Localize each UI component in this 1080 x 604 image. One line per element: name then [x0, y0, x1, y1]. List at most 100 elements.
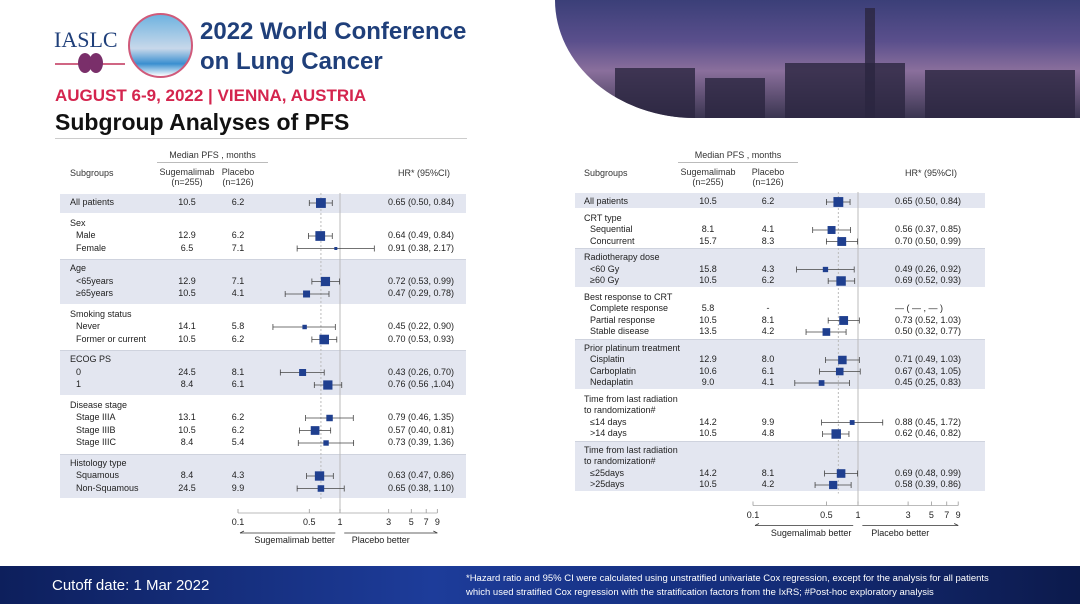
hr-point: [302, 324, 307, 330]
subgroup-title: Radiotherapy dose: [584, 252, 660, 262]
hazard-ratio: 0.58 (0.39, 0.86): [895, 479, 962, 489]
subgroup-band: [575, 441, 985, 491]
hr-point: [835, 367, 844, 376]
subgroup-label: All patients: [584, 196, 629, 206]
hr-point: [323, 440, 329, 446]
subgroup-band: [575, 249, 985, 287]
hr-point: [818, 380, 825, 386]
placebo-median: 4.3: [761, 263, 775, 274]
subgroup-title: Histology type: [70, 457, 127, 468]
hr-header: HR* (95%CI): [398, 168, 451, 178]
placebo-median: 4.1: [231, 288, 245, 298]
hr-point: [315, 198, 326, 208]
hr-point: [822, 328, 831, 336]
subgroup-title: Time from last radiation: [584, 393, 678, 404]
right-arrowhead: [954, 523, 959, 526]
hazard-ratio: — ( — , — ): [895, 303, 943, 313]
arm1-n: (n=255): [692, 177, 724, 187]
sugemalimab-median: 15.8: [699, 263, 717, 274]
conference-seal-logo: [128, 13, 193, 78]
subgroup-title: Prior platinum treatment: [584, 342, 681, 353]
hazard-ratio: 0.70 (0.50, 0.99): [895, 235, 962, 246]
x-tick-label: 0.5: [303, 517, 316, 527]
placebo-median: 8.0: [761, 354, 775, 364]
subgroup-divider: [60, 453, 466, 455]
sugemalimab-median: 10.5: [699, 196, 717, 206]
subgroup-label: Complete response: [590, 303, 669, 313]
hazard-ratio: 0.45 (0.22, 0.90): [388, 321, 455, 331]
sugemalimab-median: 8.4: [180, 470, 194, 480]
vienna-skyline-photo: [555, 0, 1080, 118]
lung-logo-icon: [55, 53, 125, 73]
sugemalimab-median: 10.5: [178, 288, 196, 298]
arm1-header: Sugemalimab: [680, 167, 736, 177]
subgroup-label: Non-Squamous: [76, 482, 139, 493]
subgroup-label: ≤25days: [590, 467, 624, 478]
iaslc-logo: IASLC: [54, 27, 118, 52]
subgroup-label: 1: [76, 379, 82, 389]
hazard-ratio: 0.64 (0.49, 0.84): [388, 230, 455, 240]
hazard-ratio: 0.69 (0.48, 0.99): [895, 467, 962, 478]
placebo-median: 8.1: [761, 314, 775, 325]
hazard-ratio: 0.72 (0.53, 0.99): [388, 275, 455, 286]
subgroup-band: [575, 193, 985, 208]
sugemalimab-median: 15.7: [699, 235, 717, 246]
placebo-median: 8.3: [761, 235, 775, 246]
subgroup-label: Nedaplatin: [590, 377, 634, 387]
conference-dates: AUGUST 6-9, 2022 | VIENNA, AUSTRIA: [55, 86, 367, 105]
sugemalimab-median: 8.4: [180, 379, 194, 389]
hazard-ratio: 0.45 (0.25, 0.83): [895, 377, 962, 387]
subgroup-label: Sequential: [590, 224, 633, 234]
hazard-ratio: 0.65 (0.50, 0.84): [388, 197, 455, 207]
placebo-median: 9.9: [231, 482, 245, 493]
hazard-ratio: 0.50 (0.32, 0.77): [895, 326, 962, 336]
hazard-ratio: 0.71 (0.49, 1.03): [895, 354, 962, 364]
subgroup-title: to randomization#: [584, 405, 656, 415]
subgroup-title: CRT type: [584, 212, 622, 223]
hazard-ratio: 0.91 (0.38, 2.17): [388, 242, 455, 253]
sugemalimab-median: 24.5: [178, 482, 196, 493]
median-pfs-header: Median PFS , months: [694, 150, 782, 160]
left-arrowhead: [239, 530, 245, 534]
subgroup-label: Cisplatin: [590, 354, 625, 364]
subgroup-label: <65years: [76, 275, 114, 286]
x-tick-label: 7: [423, 517, 429, 527]
sugemalimab-median: 8.1: [701, 224, 715, 234]
x-tick-label: 1: [337, 517, 343, 527]
subgroup-label: Partial response: [590, 314, 656, 325]
sugemalimab-median: 14.1: [178, 321, 196, 331]
arm1-header: Sugemalimab: [159, 167, 215, 177]
hr-point: [323, 380, 333, 390]
hazard-ratio: 0.67 (0.43, 1.05): [895, 365, 962, 376]
footnote: *Hazard ratio and 95% CI were calculated…: [466, 573, 989, 584]
hazard-ratio: 0.76 (0.56 ,1.04): [388, 379, 455, 389]
hr-point: [839, 316, 849, 325]
hr-point: [315, 231, 326, 241]
hazard-ratio: 0.56 (0.37, 0.85): [895, 224, 962, 234]
sugemalimab-median: 12.9: [178, 230, 196, 240]
x-tick-label: 5: [408, 517, 414, 527]
subgroup-divider: [60, 259, 466, 260]
subgroup-label: Stage IIIA: [76, 412, 116, 422]
placebo-median: 4.2: [761, 479, 775, 489]
placebo-median: 6.2: [231, 412, 245, 422]
favors-placebo-label: Placebo better: [351, 535, 410, 545]
x-tick-label: 9: [955, 509, 961, 520]
x-tick-label: 5: [928, 509, 934, 520]
hazard-ratio: 0.88 (0.45, 1.72): [895, 416, 962, 427]
subgroup-band: [60, 260, 466, 304]
sugemalimab-median: 12.9: [178, 275, 196, 286]
sugemalimab-median: 10.5: [178, 424, 196, 435]
sugemalimab-median: 12.9: [699, 354, 717, 364]
subgroup-divider: [60, 350, 466, 351]
sugemalimab-median: 14.2: [699, 467, 717, 478]
subgroup-label: ≥60 Gy: [590, 275, 619, 285]
conference-title: 2022 World Conference: [200, 18, 467, 45]
x-tick-label: 0.1: [231, 517, 245, 527]
placebo-median: 4.1: [761, 377, 775, 387]
placebo-median: -: [766, 303, 770, 313]
subgroup-band: [60, 454, 466, 498]
x-tick-label: 9: [434, 517, 440, 527]
sugemalimab-median: 6.5: [180, 242, 194, 253]
subgroup-label: >14 days: [590, 428, 627, 438]
